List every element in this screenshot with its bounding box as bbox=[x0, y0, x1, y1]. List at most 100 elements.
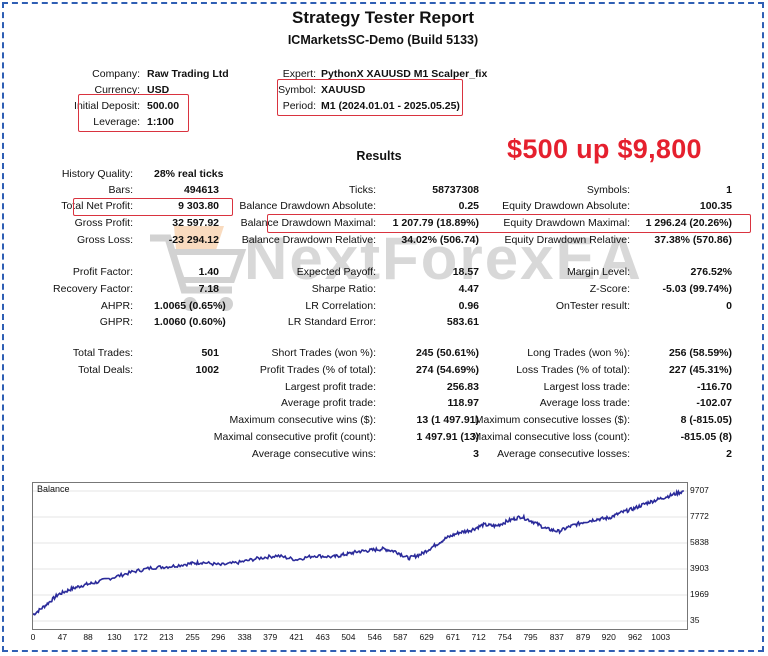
x-tick-label: 463 bbox=[315, 632, 330, 642]
x-tick-label: 671 bbox=[445, 632, 461, 642]
period-label: Period: bbox=[282, 100, 316, 112]
profit-trades-value: 274 (54.69%) bbox=[415, 364, 479, 376]
y-tick-label: 9707 bbox=[690, 485, 709, 495]
x-tick-label: 338 bbox=[237, 632, 252, 642]
y-tick-label: 35 bbox=[690, 615, 700, 625]
max-cons-losses-value: 8 (-815.05) bbox=[680, 414, 732, 426]
recovery-factor-label: Recovery Factor: bbox=[53, 283, 133, 295]
balance-chart-svg bbox=[32, 488, 687, 622]
x-tick-label: 712 bbox=[471, 632, 486, 642]
x-tick-label: 795 bbox=[523, 632, 538, 642]
total-deals-label: Total Deals: bbox=[78, 364, 133, 376]
eq-dd-abs-value: 100.35 bbox=[699, 200, 732, 212]
largest-profit-value: 256.83 bbox=[446, 381, 479, 393]
gross-profit-value: 32 597.92 bbox=[172, 217, 219, 229]
ghpr-value: 1.0060 (0.60%) bbox=[154, 316, 226, 328]
max-cons-losses-label: Maximum consecutive losses ($): bbox=[474, 414, 630, 426]
bal-dd-abs-label: Balance Drawdown Absolute: bbox=[239, 200, 376, 212]
avg-profit-label: Average profit trade: bbox=[281, 397, 376, 409]
period-value: M1 (2024.01.01 - 2025.05.25) bbox=[321, 100, 460, 112]
max-drawdown-highlight bbox=[267, 214, 751, 233]
balance-series-line bbox=[32, 488, 684, 616]
symbol-value: XAUUSD bbox=[321, 84, 366, 96]
chart-title: Balance bbox=[37, 484, 70, 494]
ontester-value: 0 bbox=[726, 300, 732, 312]
total-deals-value: 1002 bbox=[195, 364, 219, 376]
largest-loss-label: Largest loss trade: bbox=[543, 381, 630, 393]
x-tick-label: 587 bbox=[393, 632, 408, 642]
x-tick-label: 504 bbox=[341, 632, 356, 642]
avg-loss-label: Average loss trade: bbox=[539, 397, 630, 409]
deposit-value: 500.00 bbox=[147, 100, 180, 112]
deposit-highlight bbox=[78, 94, 189, 132]
net-profit-highlight bbox=[73, 198, 233, 216]
bal-dd-abs-value: 0.25 bbox=[458, 200, 479, 212]
history-quality-value: 28% real ticks bbox=[154, 168, 224, 180]
bars-value: 494613 bbox=[183, 184, 219, 196]
x-tick-label: 920 bbox=[601, 632, 616, 642]
margin-level-label: Margin Level: bbox=[566, 266, 630, 278]
zscore-label: Z-Score: bbox=[589, 283, 630, 295]
y-tick-label: 3903 bbox=[690, 563, 709, 573]
loss-trades-value: 227 (45.31%) bbox=[668, 364, 732, 376]
y-tick-label: 1969 bbox=[690, 589, 709, 599]
symbol-period-highlight bbox=[277, 79, 463, 116]
x-tick-label: 47 bbox=[57, 632, 68, 642]
avg-profit-value: 118.97 bbox=[447, 397, 479, 409]
expected-payoff-value: 18.57 bbox=[452, 266, 479, 278]
short-trades-value: 245 (50.61%) bbox=[415, 347, 479, 359]
long-trades-label: Long Trades (won %): bbox=[527, 347, 630, 359]
eq-dd-max-label: Equity Drawdown Maximal: bbox=[503, 217, 630, 229]
history-quality-label: History Quality: bbox=[61, 168, 133, 180]
profit-factor-value: 1.40 bbox=[198, 266, 219, 278]
ontester-label: OnTester result: bbox=[555, 300, 630, 312]
total-trades-label: Total Trades: bbox=[72, 347, 133, 359]
loss-trades-label: Loss Trades (% of total): bbox=[516, 364, 630, 376]
x-tick-label: 962 bbox=[627, 632, 643, 642]
profit-trades-label: Profit Trades (% of total): bbox=[259, 364, 376, 376]
largest-profit-label: Largest profit trade: bbox=[284, 381, 376, 393]
balance-chart bbox=[32, 482, 688, 630]
report-title: Strategy Tester Report bbox=[291, 8, 474, 27]
x-tick-label: 88 bbox=[83, 632, 93, 642]
symbol-label: Symbol: bbox=[278, 84, 316, 96]
net-profit-label: Total Net Profit: bbox=[61, 200, 133, 212]
avg-cons-losses-label: Average consecutive losses: bbox=[497, 448, 630, 460]
x-tick-label: 213 bbox=[159, 632, 174, 642]
currency-value: USD bbox=[147, 84, 170, 96]
x-tick-label: 754 bbox=[497, 632, 512, 642]
company-label: Company: bbox=[92, 68, 140, 80]
largest-loss-value: -116.70 bbox=[696, 381, 732, 393]
ahpr-label: AHPR: bbox=[100, 300, 133, 312]
maxl-cons-loss-value: -815.05 (8) bbox=[680, 431, 732, 443]
margin-level-value: 276.52% bbox=[690, 266, 732, 278]
bal-dd-rel-value: 34.02% (506.74) bbox=[401, 234, 479, 246]
lr-corr-label: LR Correlation: bbox=[305, 300, 376, 312]
sharpe-value: 4.47 bbox=[458, 283, 479, 295]
gross-loss-value: -23 294.12 bbox=[168, 234, 219, 246]
avg-cons-wins-label: Average consecutive wins: bbox=[251, 448, 376, 460]
eq-dd-max-value: 1 296.24 (20.26%) bbox=[645, 217, 732, 229]
x-tick-label: 172 bbox=[133, 632, 148, 642]
bal-dd-max-value: 1 207.79 (18.89%) bbox=[392, 217, 479, 229]
results-heading: Results bbox=[356, 149, 402, 163]
sharpe-label: Sharpe Ratio: bbox=[311, 283, 376, 295]
bars-label: Bars: bbox=[108, 184, 133, 196]
avg-cons-wins-value: 3 bbox=[473, 448, 479, 460]
expected-payoff-label: Expected Payoff: bbox=[296, 266, 376, 278]
x-tick-label: 421 bbox=[289, 632, 304, 642]
lr-err-value: 583.61 bbox=[446, 316, 479, 328]
avg-loss-value: -102.07 bbox=[696, 397, 732, 409]
x-tick-label: 629 bbox=[419, 632, 434, 642]
ahpr-value: 1.0065 (0.65%) bbox=[154, 300, 226, 312]
short-trades-label: Short Trades (won %): bbox=[271, 347, 376, 359]
x-tick-label: 296 bbox=[211, 632, 226, 642]
x-tick-label: 1003 bbox=[651, 632, 671, 642]
symbols-value: 1 bbox=[726, 184, 732, 196]
eq-dd-abs-label: Equity Drawdown Absolute: bbox=[502, 200, 630, 212]
profit-factor-label: Profit Factor: bbox=[72, 266, 133, 278]
company-value: Raw Trading Ltd bbox=[147, 68, 229, 80]
gross-loss-label: Gross Loss: bbox=[76, 234, 133, 246]
gross-profit-label: Gross Profit: bbox=[74, 217, 133, 229]
ticks-label: Ticks: bbox=[348, 184, 376, 196]
